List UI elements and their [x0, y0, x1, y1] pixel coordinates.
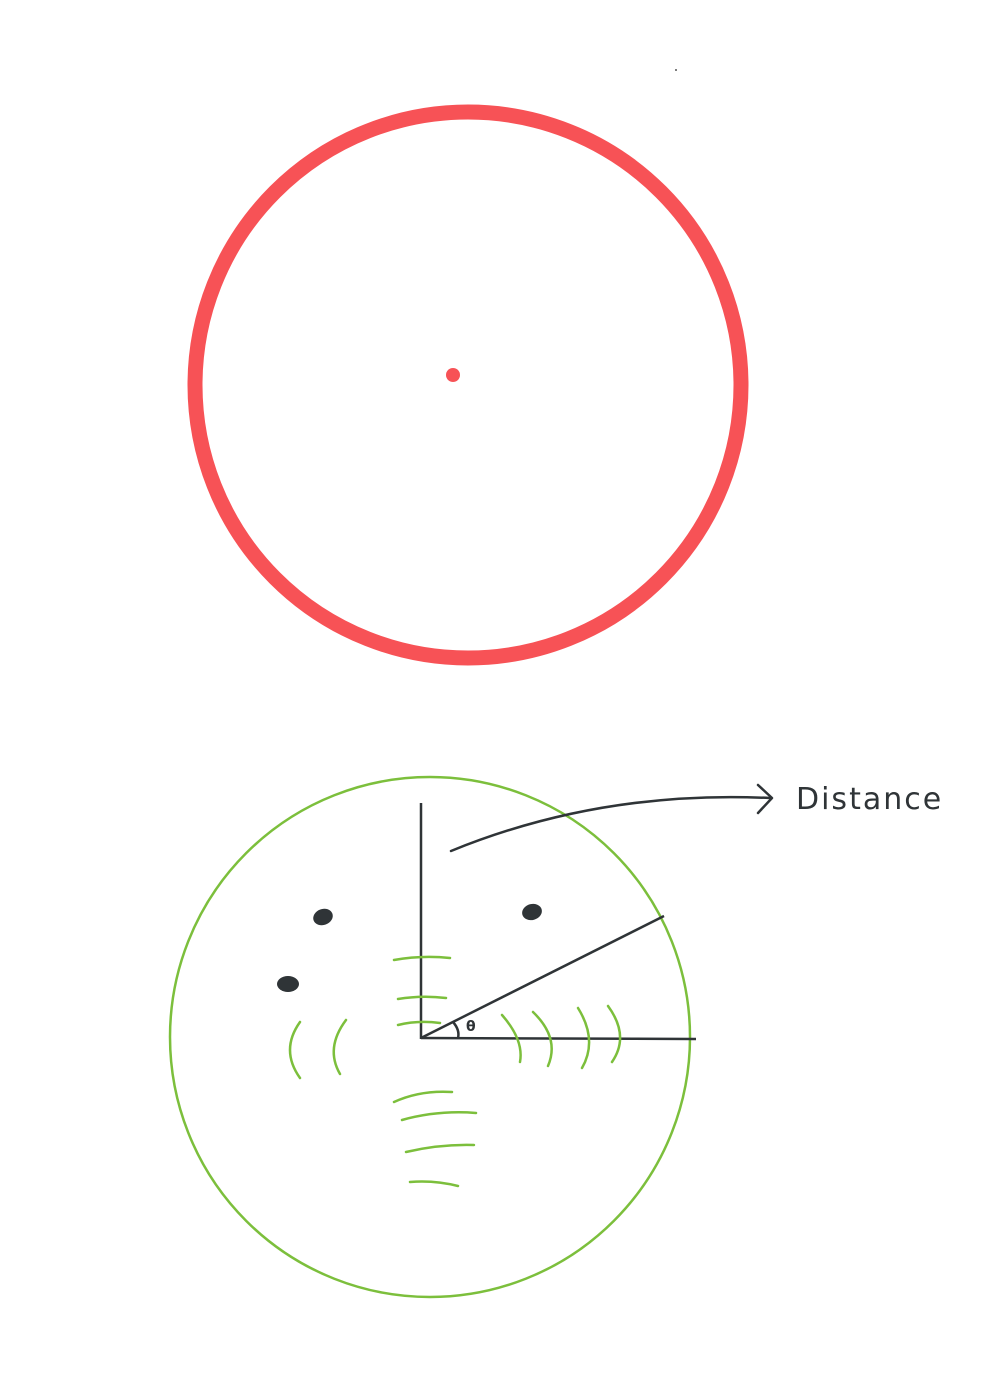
- ray-line: [420, 914, 665, 1040]
- distance-label: Distance: [796, 782, 943, 817]
- angle-arc: [452, 1021, 460, 1039]
- red-outer-circle: [187, 104, 749, 666]
- top-figure: [187, 104, 749, 666]
- horizontal-axis: [420, 1036, 697, 1041]
- dark-dot-2: [522, 903, 542, 921]
- arrow-right-icon: [756, 783, 774, 815]
- dark-dot-1: [313, 908, 333, 926]
- speck: [675, 69, 677, 71]
- bottom-figure: θ Di: [168, 775, 943, 1299]
- green-outer-circle: [168, 775, 692, 1299]
- dark-dot-3: [277, 976, 299, 992]
- green-waves-left: [288, 1018, 348, 1080]
- theta-label: θ: [466, 1019, 476, 1035]
- green-waves-down: [392, 1090, 478, 1188]
- red-center-dot: [446, 368, 460, 382]
- green-waves-up: [392, 955, 452, 1027]
- green-waves-right: [500, 1004, 622, 1070]
- distance-pointer-curve: [449, 795, 772, 853]
